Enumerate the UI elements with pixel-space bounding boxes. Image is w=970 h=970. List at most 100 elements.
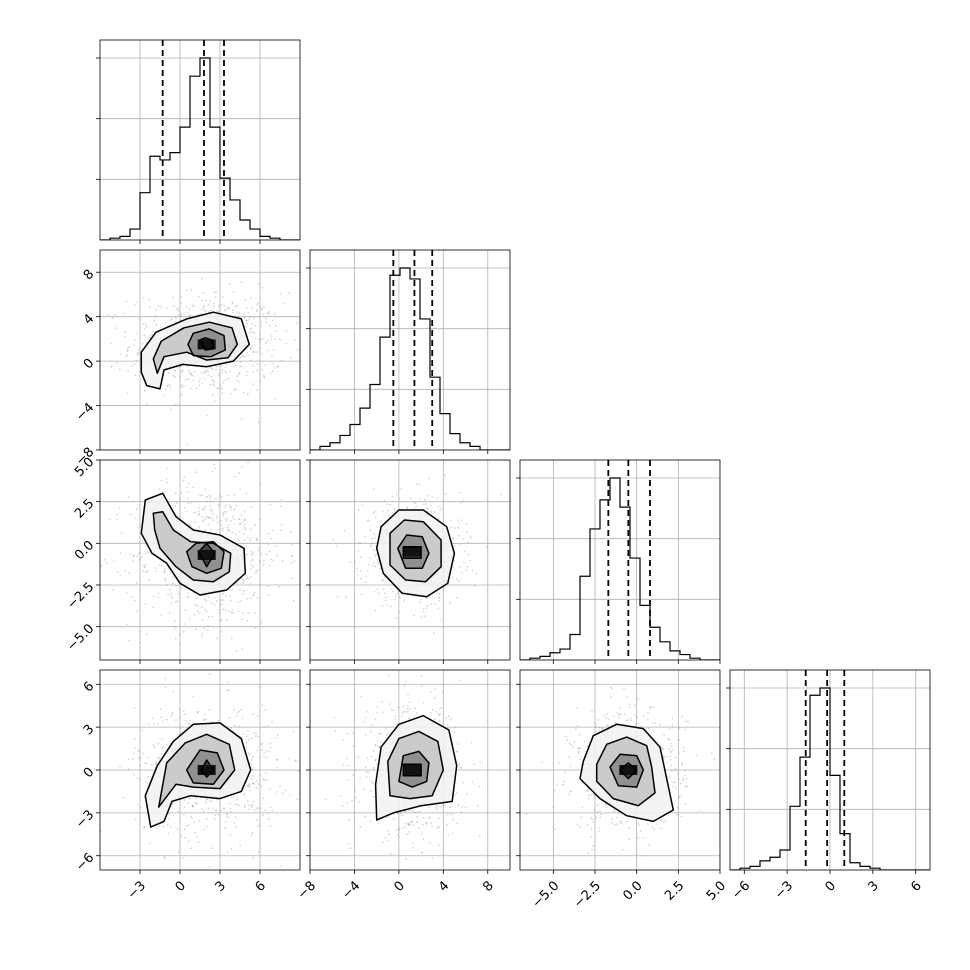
scatter-point xyxy=(426,506,428,509)
scatter-point xyxy=(182,710,185,713)
scatter-point xyxy=(368,519,370,522)
scatter-point xyxy=(281,560,284,562)
scatter-point xyxy=(305,750,307,752)
scatter-point xyxy=(457,580,460,583)
x-tick-label: −6 xyxy=(729,878,753,902)
scatter-point xyxy=(220,524,223,526)
scatter-point xyxy=(268,565,271,567)
scatter-point xyxy=(217,374,220,377)
scatter-point xyxy=(623,688,625,690)
scatter-point xyxy=(238,381,241,383)
scatter-point xyxy=(177,307,179,310)
scatter-point xyxy=(207,303,210,306)
scatter-point xyxy=(681,715,683,718)
scatter-point xyxy=(440,806,443,809)
scatter-point xyxy=(181,369,184,372)
scatter-point xyxy=(670,751,672,753)
scatter-point xyxy=(674,756,677,759)
scatter-point xyxy=(236,797,239,799)
scatter-point xyxy=(213,463,216,466)
scatter-point xyxy=(433,510,436,513)
scatter-point xyxy=(220,387,223,390)
scatter-point xyxy=(241,717,244,720)
scatter-point xyxy=(158,825,161,828)
scatter-point xyxy=(223,304,226,307)
scatter-point xyxy=(272,349,275,352)
scatter-point xyxy=(227,680,230,683)
scatter-point xyxy=(146,570,149,572)
scatter-point xyxy=(144,762,147,764)
scatter-point xyxy=(660,819,663,822)
scatter-point xyxy=(336,595,339,598)
scatter-point xyxy=(203,529,206,531)
scatter-point xyxy=(157,592,160,595)
scatter-point xyxy=(146,551,149,554)
scatter-point xyxy=(222,608,225,611)
scatter-point xyxy=(455,792,458,795)
scatter-point xyxy=(246,536,249,539)
contour-line-3 xyxy=(197,542,216,568)
scatter-point xyxy=(246,619,249,622)
scatter-point xyxy=(389,605,392,608)
scatter-point xyxy=(190,387,193,390)
scatter-point xyxy=(170,592,172,595)
scatter-point xyxy=(411,820,413,823)
scatter-point xyxy=(214,818,216,821)
scatter-point xyxy=(364,716,367,719)
scatter-point xyxy=(219,385,222,388)
scatter-point xyxy=(453,527,456,529)
scatter-point xyxy=(525,813,528,816)
scatter-point xyxy=(239,360,242,363)
scatter-point xyxy=(214,400,217,403)
scatter-point xyxy=(651,722,654,725)
scatter-point xyxy=(227,306,229,309)
scatter-point xyxy=(398,827,401,830)
scatter-point xyxy=(177,309,180,312)
scatter-point xyxy=(373,532,376,535)
scatter-point xyxy=(500,493,503,496)
scatter-point xyxy=(412,824,415,826)
scatter-point xyxy=(429,690,432,693)
panel-frame xyxy=(99,39,301,241)
scatter-point xyxy=(147,776,149,778)
scatter-point xyxy=(247,804,250,807)
scatter-point xyxy=(163,394,166,397)
scatter-point xyxy=(145,326,148,328)
scatter-point xyxy=(478,835,481,837)
scatter-point xyxy=(217,521,220,524)
scatter-point xyxy=(135,360,138,362)
scatter-point xyxy=(225,372,228,374)
density-core xyxy=(619,765,638,775)
scatter-point xyxy=(663,733,665,736)
scatter-point xyxy=(270,338,273,340)
scatter-point xyxy=(211,512,214,515)
scatter-point xyxy=(236,712,239,714)
scatter-point xyxy=(675,787,677,790)
scatter-point xyxy=(397,836,400,838)
scatter-point xyxy=(140,556,143,559)
scatter-point xyxy=(143,334,146,337)
scatter-point xyxy=(345,596,348,599)
y-tick-label: 2.5 xyxy=(72,496,97,521)
scatter-point xyxy=(252,593,255,596)
scatter-point xyxy=(263,778,265,780)
scatter-point xyxy=(431,857,434,859)
scatter-point xyxy=(176,367,179,369)
scatter-point xyxy=(460,767,462,770)
scatter-point xyxy=(207,374,210,376)
scatter-point xyxy=(180,384,183,386)
scatter-point xyxy=(670,764,672,767)
scatter-point xyxy=(334,729,337,732)
scatter-point xyxy=(223,807,226,810)
scatter-point xyxy=(258,851,260,853)
scatter-point xyxy=(132,555,135,557)
scatter-point xyxy=(420,852,423,854)
scatter-point xyxy=(216,514,219,517)
scatter-point xyxy=(137,349,140,352)
scatter-point xyxy=(426,605,429,607)
scatter-point xyxy=(167,567,170,570)
scatter-point xyxy=(388,725,391,728)
scatter-point xyxy=(290,555,293,558)
y-tick-label: −4 xyxy=(73,400,97,424)
scatter-point xyxy=(226,689,229,692)
